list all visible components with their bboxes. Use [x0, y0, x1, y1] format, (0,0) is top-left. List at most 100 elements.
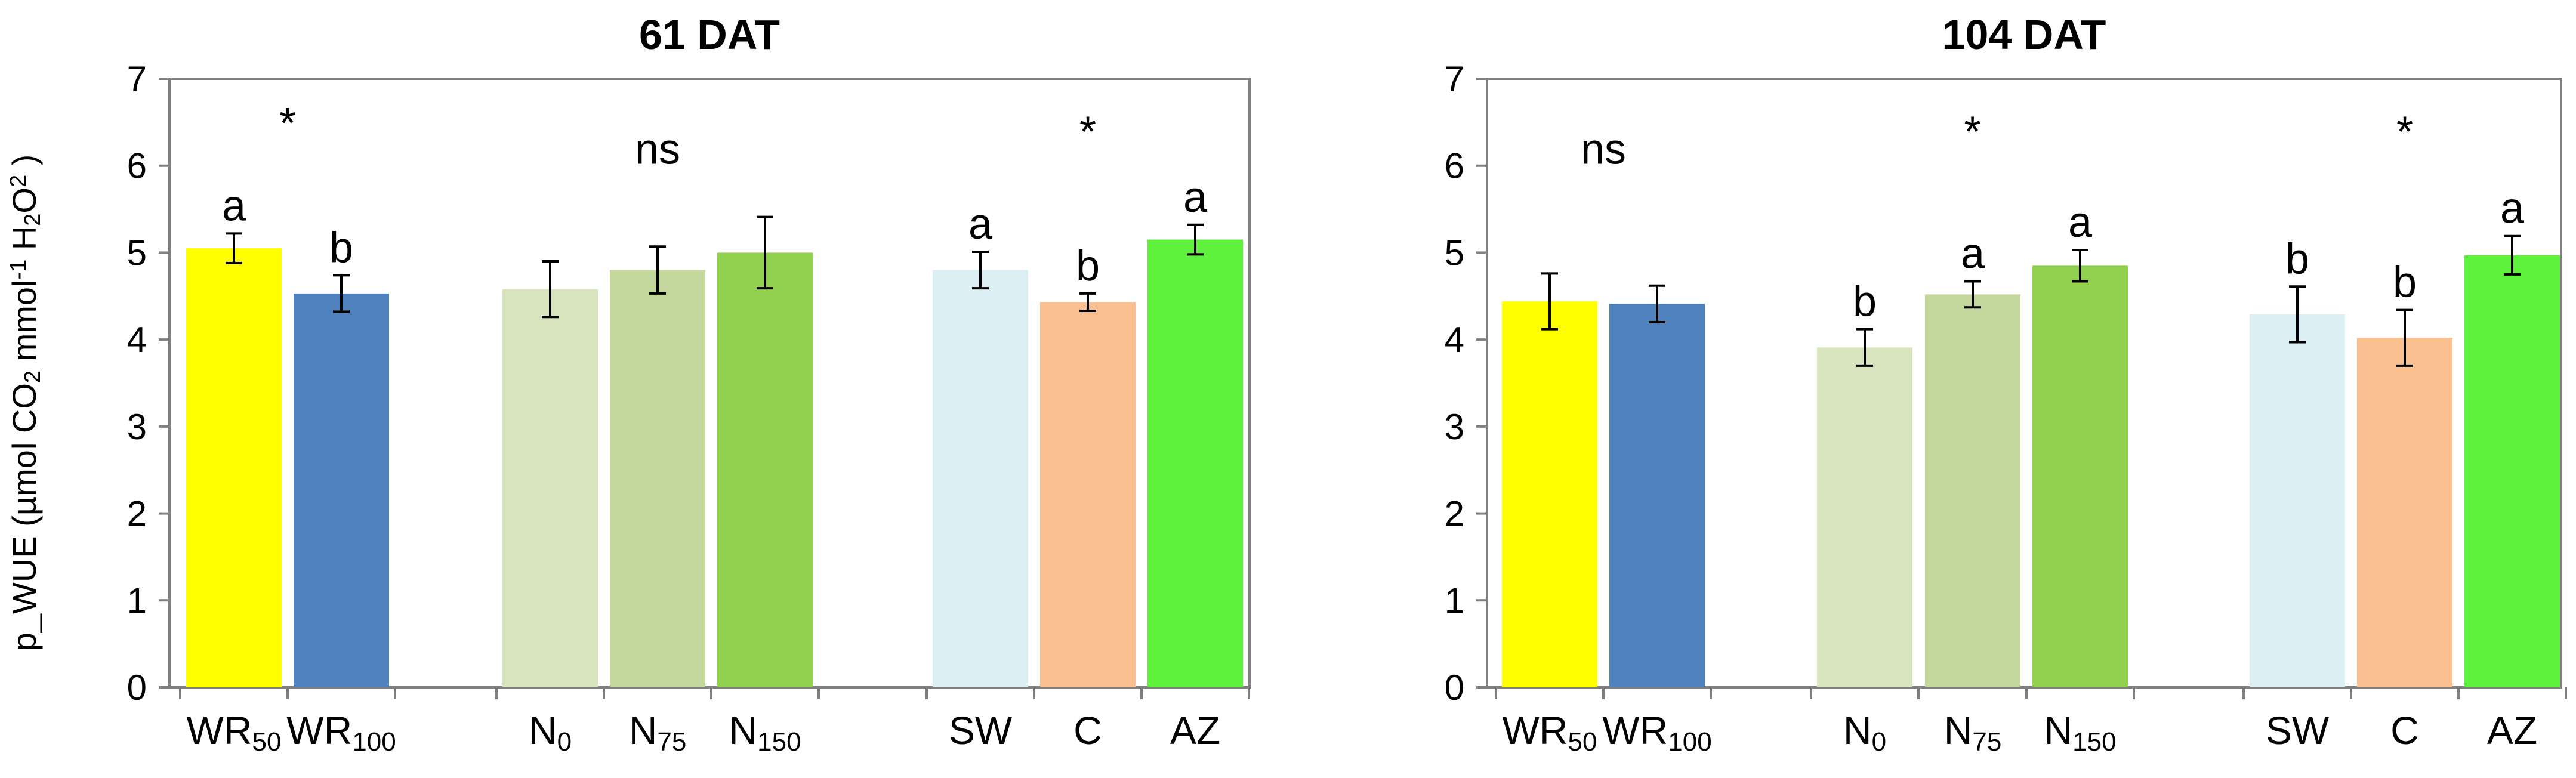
y-tick-label: 2 — [127, 494, 147, 534]
y-tick-label: 3 — [1445, 407, 1464, 447]
y-tick-label: 3 — [127, 407, 147, 447]
y-axis-label-part: 2 — [6, 175, 31, 187]
significance-letter: a — [1183, 174, 1208, 221]
x-tick-label-subscript: 50 — [1568, 727, 1597, 757]
group-significance-label: * — [2396, 108, 2413, 156]
x-tick-label-base: C — [2390, 708, 2419, 752]
x-tick-label-az: AZ — [2487, 708, 2537, 752]
group-significance-label: ns — [635, 126, 680, 174]
chart-title: 104 DAT — [1942, 11, 2106, 58]
group-significance-label: ns — [1581, 126, 1626, 174]
bar-wr50 — [186, 248, 282, 688]
y-axis-label-part: H — [5, 226, 43, 260]
bar-n0 — [502, 289, 598, 688]
y-tick-label: 1 — [127, 581, 147, 620]
bar-n75 — [1925, 294, 2020, 687]
y-axis-label-part: 2 — [20, 214, 45, 226]
x-tick-label-subscript: 75 — [1972, 727, 2001, 757]
group-significance-label: * — [1964, 108, 1980, 156]
y-tick-label: 4 — [1445, 320, 1464, 360]
group-significance-label: * — [279, 100, 296, 147]
bar-wr100 — [294, 293, 389, 687]
x-tick-label-subscript: 75 — [657, 727, 686, 757]
x-tick-label-base: AZ — [1170, 708, 1220, 752]
y-axis-label-part: O — [5, 187, 43, 214]
x-tick-label-wr100: WR100 — [286, 708, 396, 757]
x-tick-label-base: N — [1944, 708, 1973, 752]
x-tick-label-base: WR — [1503, 708, 1568, 752]
x-tick-label-c: C — [1073, 708, 1102, 752]
y-axis-label-part: p_WUE (µmol CO — [5, 383, 43, 651]
x-tick-label-base: C — [1073, 708, 1102, 752]
bar-n150 — [2032, 265, 2128, 687]
x-tick-label-base: WR — [1602, 708, 1668, 752]
bar-sw — [933, 270, 1028, 688]
bar-az — [2464, 255, 2560, 687]
bar-n0 — [1817, 347, 1912, 687]
y-axis-label-part: mmol — [5, 280, 43, 371]
y-tick-label: 5 — [127, 233, 147, 273]
x-tick-label-n0: N0 — [529, 708, 572, 757]
x-tick-label-sw: SW — [2266, 708, 2330, 752]
x-tick-label-base: N — [629, 708, 658, 752]
y-tick-label: 7 — [1445, 59, 1464, 99]
plot-frame — [1486, 78, 2562, 689]
x-tick-label-c: C — [2390, 708, 2419, 752]
significance-letter: a — [1961, 230, 1985, 278]
group-significance-label: * — [1079, 108, 1096, 156]
y-tick-label: 2 — [1445, 494, 1464, 534]
x-tick-label-wr50: WR50 — [187, 708, 282, 757]
significance-letter: b — [2393, 259, 2417, 307]
x-tick-label-base: AZ — [2487, 708, 2537, 752]
bar-c — [1040, 302, 1136, 687]
x-tick-label-subscript: 0 — [557, 727, 572, 757]
y-tick-label: 0 — [127, 668, 147, 708]
bar-c — [2357, 338, 2452, 687]
y-tick-label: 0 — [1445, 668, 1464, 708]
x-tick-label-subscript: 0 — [1872, 727, 1886, 757]
x-tick-label-wr50: WR50 — [1503, 708, 1597, 757]
bar-wr100 — [1609, 304, 1705, 687]
y-tick-label: 1 — [1445, 581, 1464, 620]
x-tick-label-base: N — [1843, 708, 1872, 752]
x-tick-label-subscript: 50 — [252, 727, 282, 757]
x-tick-label-base: N — [529, 708, 557, 752]
x-tick-label-base: WR — [286, 708, 352, 752]
y-axis-label-part: -1 — [6, 260, 31, 280]
significance-letter: a — [222, 182, 246, 230]
y-tick-label: 6 — [1445, 146, 1464, 186]
y-axis-label: p_WUE (µmol CO2 mmol-1 H2O2 ) — [5, 155, 45, 652]
x-tick-label-sw: SW — [949, 708, 1013, 752]
bar-n75 — [610, 270, 705, 688]
x-tick-label-base: WR — [187, 708, 252, 752]
y-tick-label: 5 — [1445, 233, 1464, 273]
x-tick-label-base: N — [729, 708, 757, 752]
significance-letter: a — [2068, 199, 2093, 246]
plot-frame — [168, 78, 1251, 689]
x-tick-label-base: SW — [2266, 708, 2330, 752]
bar-wr50 — [1502, 301, 1597, 687]
significance-letter: b — [2285, 235, 2309, 283]
y-axis-label-part: 2 — [20, 371, 45, 383]
y-tick-label: 7 — [127, 59, 147, 99]
bar-n150 — [717, 252, 813, 687]
bar-az — [1147, 239, 1243, 688]
y-axis-label-part: ) — [5, 155, 43, 175]
bar-sw — [2250, 314, 2345, 687]
significance-letter: b — [1853, 278, 1877, 326]
y-tick-label: 4 — [127, 320, 147, 360]
x-tick-label-subscript: 150 — [2072, 727, 2116, 757]
x-tick-label-az: AZ — [1170, 708, 1220, 752]
x-tick-label-n150: N150 — [2044, 708, 2116, 757]
x-tick-label-subscript: 150 — [757, 727, 801, 757]
x-tick-label-n75: N75 — [1944, 708, 2002, 757]
x-tick-label-subscript: 100 — [1668, 727, 1711, 757]
chart-title: 61 DAT — [639, 11, 780, 58]
x-tick-label-n0: N0 — [1843, 708, 1886, 757]
x-tick-label-base: SW — [949, 708, 1013, 752]
significance-letter: b — [329, 224, 353, 271]
